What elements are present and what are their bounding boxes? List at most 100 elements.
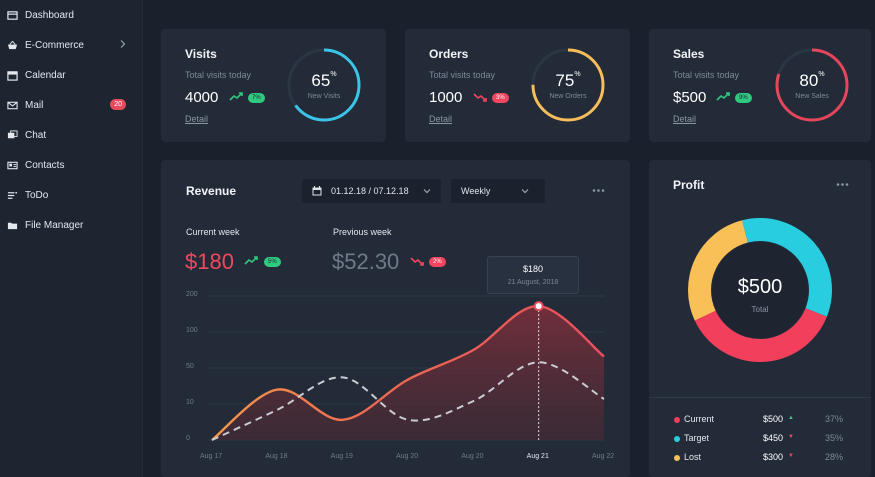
profit-title: Profit xyxy=(673,178,705,192)
legend-row-target: Target $450 ▼ 35% xyxy=(674,433,849,445)
trend-up-icon xyxy=(244,256,258,265)
sales-percent: 80 xyxy=(799,71,819,90)
visits-detail-link[interactable]: Detail xyxy=(185,114,209,124)
x-tick-label: Aug 20 xyxy=(461,453,484,460)
y-tick-label: 100 xyxy=(186,327,198,334)
orders-title: Orders xyxy=(429,47,469,61)
legend-value: $500 xyxy=(763,414,784,424)
divider xyxy=(649,397,871,398)
percent-sign: % xyxy=(330,71,337,78)
y-tick-label: 10 xyxy=(186,399,194,406)
folder-icon xyxy=(7,222,18,229)
profit-total-value: $500 xyxy=(737,276,783,298)
more-options-icon[interactable] xyxy=(836,182,849,187)
sales-value: $500 xyxy=(673,89,707,106)
sidebar: Dashboard E-Commerce Calendar Mail 20 Ch… xyxy=(0,0,143,477)
chevron-down-icon xyxy=(521,189,529,194)
visits-subtitle: Total visits today xyxy=(185,70,252,80)
chevron-down-icon xyxy=(423,189,431,194)
profit-donut-chart xyxy=(688,218,832,362)
legend-row-lost: Lost $300 ▼ 28% xyxy=(674,452,849,464)
orders-card: Orders Total visits today 1000 3% Detail… xyxy=(405,29,630,142)
basket-icon xyxy=(7,40,18,49)
legend-name: Lost xyxy=(684,452,702,462)
sales-detail-link[interactable]: Detail xyxy=(673,114,697,124)
current-week-value: $180 xyxy=(185,249,234,274)
orders-subtitle: Total visits today xyxy=(429,70,496,80)
legend-percent: 37% xyxy=(824,414,843,424)
sidebar-item-label: Dashboard xyxy=(25,9,74,21)
current-week-label: Current week xyxy=(186,227,240,237)
visits-card: Visits Total visits today 4000 7% Detail… xyxy=(161,29,386,142)
revenue-card xyxy=(161,160,630,477)
visits-ring-caption: New Visits xyxy=(307,93,341,100)
sidebar-item-contacts[interactable]: Contacts xyxy=(0,150,142,180)
legend-value: $450 xyxy=(763,433,784,443)
y-tick-label: 0 xyxy=(186,435,190,442)
current-change-badge: 5% xyxy=(264,257,281,267)
sidebar-item-mail[interactable]: Mail 20 xyxy=(0,90,142,120)
visits-value: 4000 xyxy=(185,89,219,106)
y-tick-label: 50 xyxy=(186,363,194,370)
sidebar-item-todo[interactable]: ToDo xyxy=(0,180,142,210)
legend-name: Target xyxy=(684,433,710,443)
chat-icon xyxy=(7,129,18,138)
chart-tooltip: $180 21 August, 2018 xyxy=(487,256,579,294)
sales-change-badge: 9% xyxy=(735,93,752,103)
caret-down-icon: ▼ xyxy=(788,434,794,440)
percent-sign: % xyxy=(574,71,581,78)
todo-icon xyxy=(7,191,18,199)
legend-percent: 35% xyxy=(824,433,843,443)
previous-change-badge: 2% xyxy=(429,257,446,267)
profit-total-label: Total xyxy=(751,305,769,314)
date-range-picker[interactable]: 01.12.18 / 07.12.18 xyxy=(302,179,441,203)
sidebar-item-calendar[interactable]: Calendar xyxy=(0,60,142,90)
caret-down-icon: ▼ xyxy=(788,453,794,459)
period-value: Weekly xyxy=(461,186,491,196)
calendar-icon xyxy=(312,186,322,196)
legend-percent: 28% xyxy=(824,452,843,462)
sales-subtitle: Total visits today xyxy=(673,70,740,80)
sidebar-item-e-commerce[interactable]: E-Commerce xyxy=(0,30,142,60)
sales-ring-caption: New Sales xyxy=(795,93,829,100)
visits-ring-label: 65% New Visits xyxy=(286,71,362,100)
mail-icon xyxy=(7,101,18,109)
percent-sign: % xyxy=(818,71,825,78)
sidebar-item-label: Chat xyxy=(25,129,47,141)
legend-value: $300 xyxy=(763,452,784,462)
sidebar-item-label: E-Commerce xyxy=(25,39,84,51)
caret-up-icon: ▲ xyxy=(788,415,794,421)
orders-progress-ring xyxy=(531,48,605,122)
visits-change-badge: 7% xyxy=(248,93,265,103)
previous-week-value: $52.30 xyxy=(332,249,400,274)
x-tick-label: Aug 22 xyxy=(592,453,615,460)
donut-slice-lost xyxy=(688,220,748,321)
trend-down-icon xyxy=(410,257,424,266)
sidebar-item-label: Calendar xyxy=(25,69,66,81)
orders-ring-caption: New Orders xyxy=(549,93,587,100)
x-tick-label: Aug 17 xyxy=(200,453,223,460)
orders-ring-label: 75% New Orders xyxy=(530,71,606,100)
chevron-right-icon xyxy=(120,40,126,48)
sidebar-item-label: Contacts xyxy=(25,159,65,171)
calendar-icon xyxy=(7,70,18,81)
sidebar-item-dashboard[interactable]: Dashboard xyxy=(0,0,142,30)
trend-up-icon xyxy=(716,92,730,101)
legend-row-current: Current $500 ▲ 37% xyxy=(674,414,849,426)
y-tick-label: 200 xyxy=(186,291,198,298)
mail-count-badge: 20 xyxy=(110,99,126,110)
more-options-icon[interactable] xyxy=(592,188,605,193)
dashboard-icon xyxy=(7,10,18,20)
sidebar-item-label: ToDo xyxy=(25,189,49,201)
period-select[interactable]: Weekly xyxy=(451,179,545,203)
orders-change-badge: 3% xyxy=(492,93,509,103)
revenue-title: Revenue xyxy=(186,184,237,198)
sidebar-item-label: Mail xyxy=(25,99,44,111)
visits-progress-ring xyxy=(287,48,361,122)
sales-ring-label: 80% New Sales xyxy=(774,71,850,100)
tooltip-value: $180 xyxy=(522,264,544,274)
sidebar-item-chat[interactable]: Chat xyxy=(0,120,142,150)
sidebar-item-file-manager[interactable]: File Manager xyxy=(0,210,142,240)
orders-detail-link[interactable]: Detail xyxy=(429,114,453,124)
visits-title: Visits xyxy=(185,47,217,61)
